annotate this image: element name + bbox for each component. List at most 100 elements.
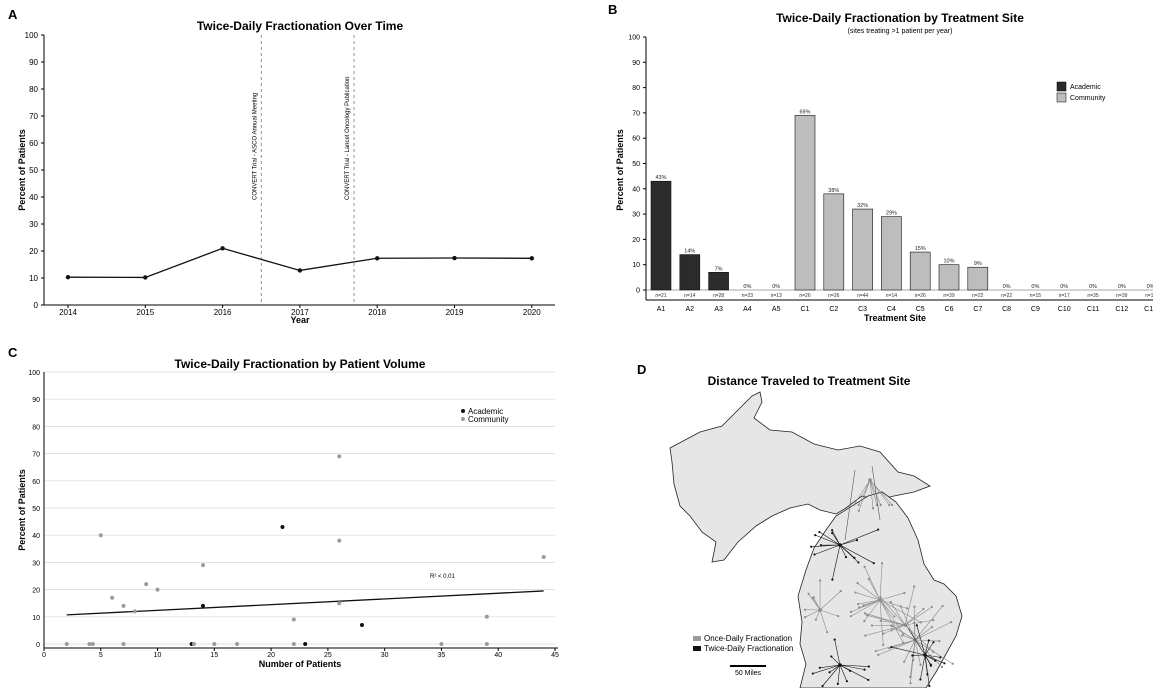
x-tick-label: C13 [1144, 306, 1153, 313]
panel-c-title: Twice-Daily Fractionation by Patient Vol… [175, 357, 426, 371]
patient-location [858, 606, 861, 609]
x-tick-label: C9 [1031, 306, 1040, 313]
x-tick-label: 20 [267, 652, 275, 659]
bar-value-label: 43% [655, 175, 666, 181]
x-tick-label: 5 [99, 652, 103, 659]
bar-n-label: n=23 [742, 293, 753, 299]
patient-location [919, 663, 922, 666]
community-point [121, 603, 126, 608]
travel-line [902, 635, 916, 641]
panel-a-y-label: Percent of Patients [17, 129, 27, 211]
x-tick-label: C4 [887, 306, 896, 313]
panel-c-x-label: Number of Patients [259, 659, 342, 669]
travel-line [875, 639, 916, 652]
bar-n-label: n=44 [857, 293, 868, 299]
travel-line [819, 531, 841, 546]
patient-location [927, 639, 930, 642]
community-point [110, 595, 115, 600]
community-point [144, 582, 149, 587]
panel-a-series [65, 246, 534, 280]
y-tick-label: 90 [32, 397, 40, 404]
y-tick-label: 100 [28, 370, 40, 377]
x-tick-label: C8 [1002, 306, 1011, 313]
legend-community-label: Community [468, 415, 508, 424]
travel-line [920, 654, 926, 680]
travel-line [879, 599, 895, 617]
patient-location [828, 671, 831, 674]
x-tick-label: C11 [1087, 306, 1099, 313]
patient-location [889, 600, 892, 604]
community-point [64, 642, 69, 646]
patient-location [849, 610, 853, 613]
data-point [65, 274, 71, 280]
bar-value-label: 0% [1003, 284, 1011, 290]
bar-value-label: 0% [743, 284, 751, 290]
community-point [98, 533, 103, 538]
legend-academic-label: Academic [468, 407, 503, 416]
twice-daily-label: Twice-Daily Fractionation [704, 644, 793, 653]
y-tick-label: 50 [632, 161, 640, 168]
patient-location [814, 534, 817, 537]
patient-location [932, 619, 935, 622]
patient-location [803, 616, 807, 619]
panel-a: A Twice-Daily Fractionation Over Time 0 1… [8, 7, 555, 325]
patient-location [888, 503, 891, 507]
treatment-site [878, 598, 882, 602]
community-point [484, 614, 489, 619]
patient-location [882, 632, 885, 635]
treatment-site [923, 653, 927, 657]
x-tick-label: 2019 [446, 308, 464, 317]
community-point [90, 642, 95, 646]
data-point [452, 255, 457, 261]
travel-line [819, 609, 828, 633]
patient-location [913, 585, 916, 588]
travel-line [869, 479, 878, 506]
bar [909, 251, 931, 291]
patient-location [844, 555, 848, 559]
bar-value-label: 38% [828, 188, 839, 194]
patient-location [950, 621, 953, 624]
panel-c-points [64, 454, 546, 646]
patient-location [819, 579, 822, 582]
patient-location [857, 503, 860, 507]
travel-line [814, 544, 841, 555]
bar-value-label: 0% [772, 284, 780, 290]
patient-location [837, 615, 840, 618]
travel-line [839, 664, 869, 667]
bar [708, 271, 729, 291]
bar-value-label: 9% [974, 261, 982, 267]
panel-c-y-label: Percent of Patients [17, 469, 27, 551]
patient-location [857, 602, 860, 606]
travel-line [815, 534, 841, 546]
travel-line [891, 624, 906, 631]
travel-line [819, 664, 841, 669]
patient-location [877, 528, 880, 531]
travel-line [813, 597, 821, 611]
patient-location [812, 596, 815, 599]
travel-line [904, 608, 924, 626]
y-tick-label: 80 [32, 424, 40, 431]
x-tick-label: 2020 [523, 308, 541, 317]
travel-line [839, 544, 847, 558]
once-daily-label: Once-Daily Fractionation [704, 634, 792, 643]
x-tick-label: C12 [1115, 306, 1128, 313]
scale-bar: 50 Miles [730, 665, 766, 677]
patient-location [849, 615, 853, 618]
bar-value-label: 7% [715, 266, 723, 272]
y-tick-label: 40 [32, 533, 40, 540]
legend-academic-label: Academic [1070, 84, 1101, 91]
bar-n-label: n=13 [771, 293, 782, 299]
bar-n-label: n=21 [655, 293, 666, 299]
travel-line [839, 539, 858, 546]
patient-location [857, 509, 860, 512]
travel-line [879, 599, 921, 623]
x-tick-label: A2 [686, 306, 695, 313]
panel-c-x-ticks: 0 5 10 15 20 25 30 35 40 45 [42, 648, 559, 659]
panel-d-letter: D [637, 362, 646, 377]
y-tick-label: 30 [32, 560, 40, 567]
legend-community-swatch [1056, 92, 1067, 103]
x-tick-label: C10 [1058, 306, 1071, 313]
travel-line [904, 619, 934, 626]
patient-location [932, 641, 935, 644]
bar-value-label: 0% [1118, 284, 1126, 290]
